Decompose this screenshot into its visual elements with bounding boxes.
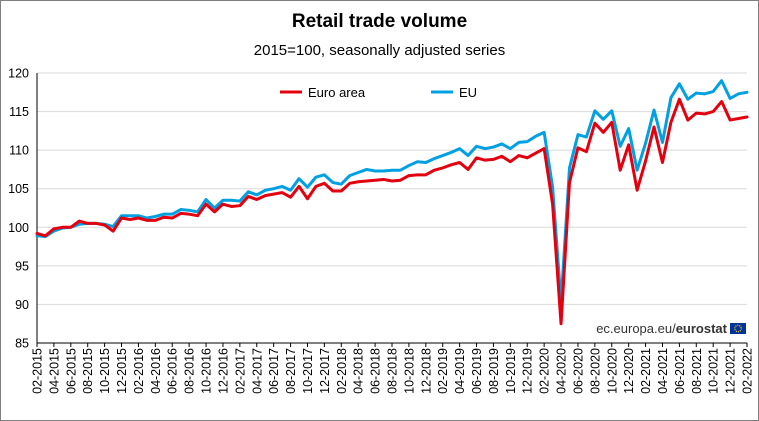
y-tick-label: 85 xyxy=(15,337,29,351)
x-tick-label: 02-2016 xyxy=(132,348,146,394)
x-tick-label: 06-2016 xyxy=(166,348,180,394)
x-tick-label: 02-2018 xyxy=(335,348,349,394)
x-tick-label: 10-2017 xyxy=(301,348,315,394)
x-tick-label: 02-2020 xyxy=(538,348,552,394)
source-credit: ec.europa.eu/eurostat xyxy=(596,321,746,336)
x-tick-label: 10-2016 xyxy=(200,348,214,394)
x-tick-label: 08-2018 xyxy=(386,348,400,394)
eu-flag-icon xyxy=(730,323,746,334)
x-tick-label: 10-2019 xyxy=(504,348,518,394)
x-tick-label: 08-2016 xyxy=(183,348,197,394)
x-tick-label: 12-2019 xyxy=(521,348,535,394)
x-tick-label: 06-2017 xyxy=(267,348,281,394)
x-tick-label: 06-2015 xyxy=(64,348,78,394)
series-lines xyxy=(35,79,749,326)
x-tick-label: 10-2021 xyxy=(707,348,721,394)
y-tick-label: 105 xyxy=(8,182,29,196)
y-tick-label: 90 xyxy=(15,298,29,312)
gridlines xyxy=(37,72,747,305)
series-line-euro-area xyxy=(35,97,749,326)
chart-title: Retail trade volume xyxy=(291,11,468,32)
series-line-eu xyxy=(35,79,749,305)
x-tick-label: 04-2021 xyxy=(656,348,670,394)
x-tick-label: 02-2022 xyxy=(741,348,755,394)
x-tick-label: 04-2019 xyxy=(453,348,467,394)
x-tick-label: 04-2016 xyxy=(149,348,163,394)
x-tick-label: 06-2021 xyxy=(673,348,687,394)
axes xyxy=(36,73,747,344)
x-tick-label: 06-2020 xyxy=(571,348,585,394)
y-tick-label: 120 xyxy=(8,67,29,81)
y-tick-label: 115 xyxy=(9,105,29,119)
credit-prefix: ec.europa.eu/ xyxy=(596,321,676,336)
x-tick-label: 02-2019 xyxy=(436,348,450,394)
x-tick-label: 12-2015 xyxy=(115,348,129,394)
y-axis-ticks: 85 90 95 100 105 110 115 120 xyxy=(8,67,29,351)
x-tick-label: 08-2019 xyxy=(487,348,501,394)
x-tick-label: 04-2018 xyxy=(352,348,366,394)
x-axis-ticks: 02-2015 04-2015 06-2015 08-2015 10-2015 12-20… xyxy=(31,343,755,394)
x-tick-label: 06-2018 xyxy=(369,348,383,394)
x-tick-label: 04-2015 xyxy=(47,348,61,394)
chart-subtitle: 2015=100, seasonally adjusted series xyxy=(253,42,506,59)
x-tick-label: 12-2016 xyxy=(216,348,230,394)
x-tick-label: 12-2020 xyxy=(622,348,636,394)
credit-brand: eurostat xyxy=(676,321,728,336)
x-tick-label: 10-2018 xyxy=(402,348,416,394)
x-tick-label: 02-2021 xyxy=(639,348,653,394)
legend-label-eu: EU xyxy=(459,85,477,100)
x-tick-label: 08-2021 xyxy=(690,348,704,394)
x-tick-label: 04-2020 xyxy=(555,348,569,394)
x-tick-label: 02-2017 xyxy=(233,348,247,394)
y-tick-label: 110 xyxy=(9,144,29,158)
x-tick-label: 10-2015 xyxy=(98,348,112,394)
x-tick-label: 08-2017 xyxy=(284,348,298,394)
legend-label-euro-area: Euro area xyxy=(308,85,366,100)
y-tick-label: 100 xyxy=(8,221,29,235)
x-tick-label: 04-2017 xyxy=(250,348,264,394)
x-tick-label: 12-2021 xyxy=(724,348,738,394)
x-tick-label: 12-2018 xyxy=(419,348,433,394)
credit-text: ec.europa.eu/eurostat xyxy=(596,321,727,336)
x-tick-label: 08-2015 xyxy=(81,348,95,394)
x-tick-label: 10-2020 xyxy=(605,348,619,394)
y-tick-label: 95 xyxy=(15,259,29,273)
x-tick-label: 02-2015 xyxy=(31,348,45,394)
x-tick-label: 12-2017 xyxy=(318,348,332,394)
legend: Euro area EU xyxy=(280,85,477,100)
x-tick-label: 08-2020 xyxy=(588,348,602,394)
x-tick-label: 06-2019 xyxy=(470,348,484,394)
